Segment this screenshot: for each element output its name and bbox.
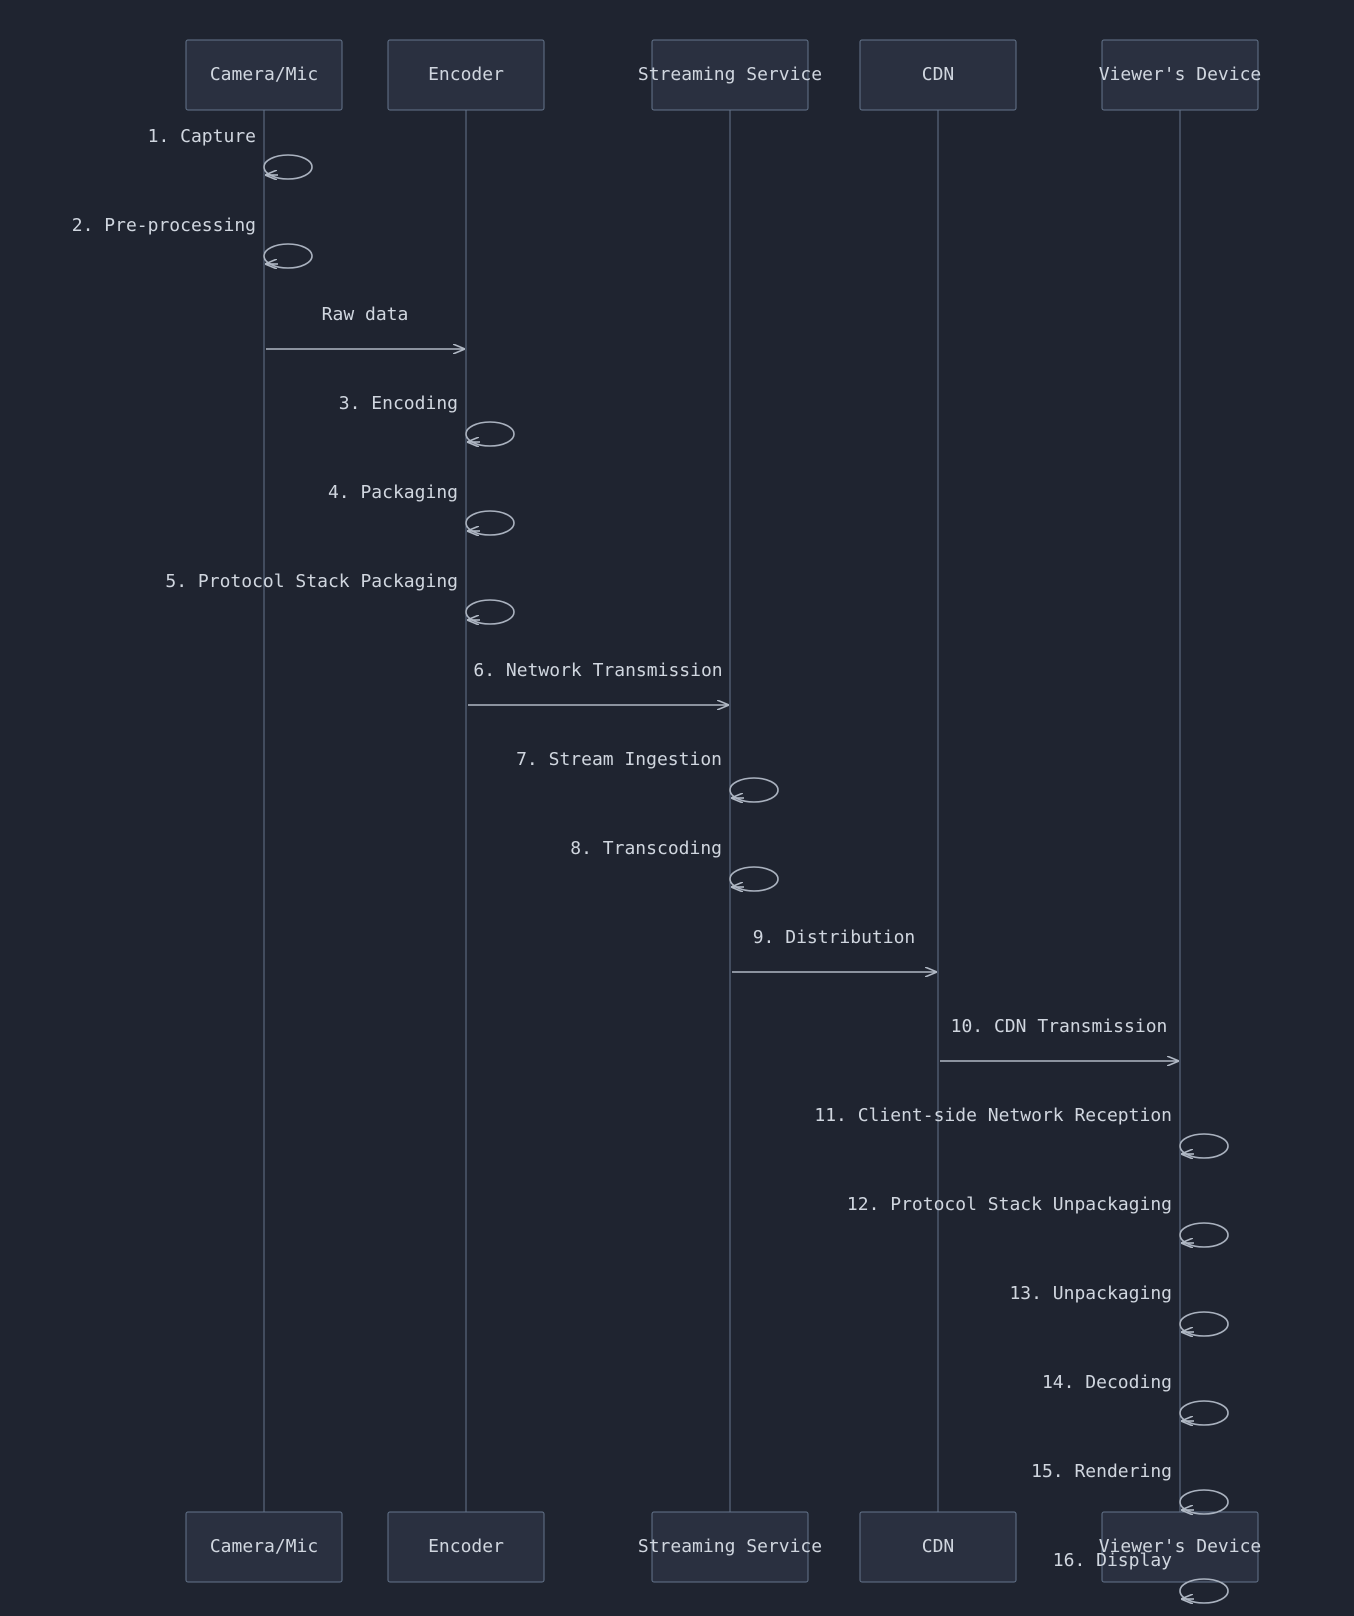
actor-box: Encoder xyxy=(388,40,544,110)
actor-label: Streaming Service xyxy=(638,64,822,85)
message-label: 2. Pre-processing xyxy=(72,215,256,236)
message-label: 8. Transcoding xyxy=(570,838,722,859)
message-label: 13. Unpackaging xyxy=(1009,1283,1172,1304)
actor-box: Camera/Mic xyxy=(186,1512,342,1582)
actor-box: Streaming Service xyxy=(638,40,822,110)
message: 9. Distribution xyxy=(732,927,936,972)
message-label: Raw data xyxy=(322,304,409,325)
message: 14. Decoding xyxy=(1042,1372,1228,1425)
actor-label: Camera/Mic xyxy=(210,64,318,85)
message: 7. Stream Ingestion xyxy=(516,749,778,802)
message-label: 7. Stream Ingestion xyxy=(516,749,722,770)
actor-box: CDN xyxy=(860,1512,1016,1582)
actor-label: Streaming Service xyxy=(638,1536,822,1557)
actor-box: Viewer's Device xyxy=(1099,40,1262,110)
message: 11. Client-side Network Reception xyxy=(814,1105,1228,1158)
message: 12. Protocol Stack Unpackaging xyxy=(847,1194,1228,1247)
message-label: 4. Packaging xyxy=(328,482,458,503)
actor-box: Viewer's Device xyxy=(1099,1512,1262,1582)
message: 5. Protocol Stack Packaging xyxy=(165,571,514,624)
message-label: 3. Encoding xyxy=(339,393,458,414)
message: 2. Pre-processing xyxy=(72,215,312,268)
actor-label: CDN xyxy=(922,64,955,85)
message: 1. Capture xyxy=(148,126,312,179)
message: 10. CDN Transmission xyxy=(940,1016,1178,1061)
message-label: 11. Client-side Network Reception xyxy=(814,1105,1172,1126)
message-label: 6. Network Transmission xyxy=(473,660,722,681)
message: 15. Rendering xyxy=(1031,1461,1228,1514)
actor-label: Encoder xyxy=(428,1536,504,1557)
sequence-diagram: Camera/Mic Encoder Streaming Service CDN Vie… xyxy=(0,0,1354,1616)
message-label: 16. Display xyxy=(1053,1550,1172,1571)
actor-box: CDN xyxy=(860,40,1016,110)
message-label: 5. Protocol Stack Packaging xyxy=(165,571,458,592)
actor-label: Viewer's Device xyxy=(1099,64,1262,85)
message-label: 12. Protocol Stack Unpackaging xyxy=(847,1194,1172,1215)
message: Raw data xyxy=(266,304,464,349)
message: 13. Unpackaging xyxy=(1009,1283,1228,1336)
actor-box: Encoder xyxy=(388,1512,544,1582)
message: 8. Transcoding xyxy=(570,838,778,891)
message-label: 14. Decoding xyxy=(1042,1372,1172,1393)
message-label: 1. Capture xyxy=(148,126,256,147)
message-label: 15. Rendering xyxy=(1031,1461,1172,1482)
message: 3. Encoding xyxy=(339,393,514,446)
message-label: 9. Distribution xyxy=(753,927,916,948)
actor-box: Streaming Service xyxy=(638,1512,822,1582)
message: 4. Packaging xyxy=(328,482,514,535)
actor-label: CDN xyxy=(922,1536,955,1557)
message: 6. Network Transmission xyxy=(468,660,728,705)
actor-label: Camera/Mic xyxy=(210,1536,318,1557)
actor-label: Encoder xyxy=(428,64,504,85)
actor-box: Camera/Mic xyxy=(186,40,342,110)
message-label: 10. CDN Transmission xyxy=(951,1016,1168,1037)
